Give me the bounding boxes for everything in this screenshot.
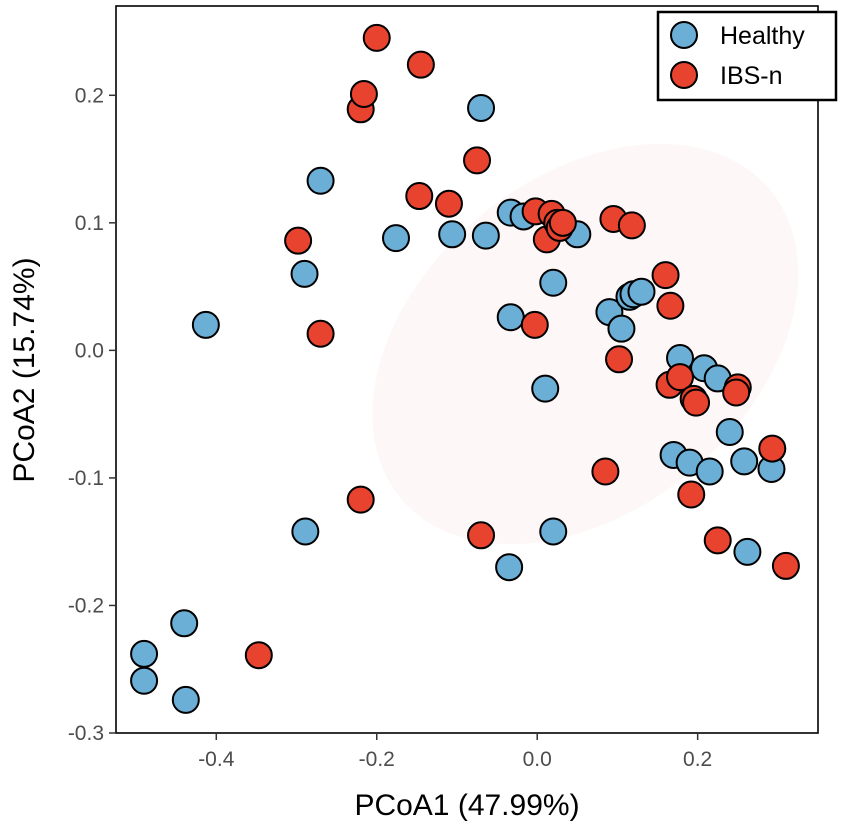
point-healthy [733, 537, 762, 566]
y-axis-title: PCoA2 (15.74%) [8, 257, 41, 482]
y-tick-label: 0.1 [75, 212, 104, 235]
point-healthy [496, 303, 525, 332]
y-tick-label: -0.3 [68, 722, 104, 745]
legend-key-healthy [670, 21, 698, 49]
data-points-layer [130, 23, 800, 714]
point-ibs-n [682, 388, 711, 417]
y-tick-label: -0.1 [68, 467, 104, 490]
point-ibs-n [346, 485, 375, 514]
confidence-ellipse [372, 143, 799, 545]
point-healthy [130, 666, 159, 695]
point-ibs-n [758, 434, 787, 463]
point-healthy [438, 220, 467, 249]
point-ibs-n [406, 50, 435, 79]
point-healthy [381, 224, 410, 253]
point-ibs-n [605, 345, 634, 374]
point-healthy [695, 457, 724, 486]
point-ibs-n [548, 208, 577, 237]
point-ibs-n [722, 378, 751, 407]
point-healthy [130, 639, 159, 668]
point-ibs-n [591, 457, 620, 486]
point-ibs-n [520, 310, 549, 339]
y-tick-label: 0.2 [75, 84, 104, 107]
point-healthy [627, 277, 656, 306]
legend-label-ibs-n: IBS-n [720, 62, 783, 90]
point-ibs-n [306, 319, 335, 348]
point-ibs-n [617, 211, 646, 240]
legend-key-ibs-n [670, 61, 698, 89]
plot-panel-border [115, 5, 819, 734]
point-ibs-n [244, 641, 273, 670]
point-ibs-n [463, 146, 492, 175]
x-axis-title: PCoA1 (47.99%) [354, 789, 579, 822]
point-healthy [171, 685, 200, 714]
point-healthy [539, 517, 568, 546]
point-ibs-n [362, 23, 391, 52]
point-healthy [306, 166, 335, 195]
point-healthy [170, 609, 199, 638]
point-ibs-n [349, 80, 378, 109]
legend: Healthy IBS-n [656, 10, 838, 102]
point-healthy [291, 517, 320, 546]
x-tick-label: -0.4 [198, 748, 235, 771]
point-healthy [539, 268, 568, 297]
x-tick-label: -0.2 [359, 748, 395, 771]
point-ibs-n [651, 261, 680, 290]
point-healthy [467, 94, 496, 123]
point-ibs-n [434, 189, 463, 218]
point-healthy [191, 310, 220, 339]
point-ibs-n [666, 363, 695, 392]
point-healthy [471, 221, 500, 250]
point-healthy [290, 259, 319, 288]
y-tick-label: 0.0 [75, 339, 104, 362]
point-healthy [715, 417, 744, 446]
point-ibs-n [703, 526, 732, 555]
point-healthy [495, 553, 524, 582]
point-ibs-n [771, 551, 800, 580]
point-ibs-n [405, 182, 434, 211]
x-tick-label: 0.2 [683, 748, 712, 771]
confidence-ellipse-layer [372, 143, 799, 545]
point-ibs-n [677, 480, 706, 509]
legend-label-healthy: Healthy [720, 22, 805, 50]
point-ibs-n [284, 226, 313, 255]
y-tick-label: -0.2 [68, 594, 104, 617]
x-tick-label: 0.0 [523, 748, 552, 771]
point-healthy [607, 314, 636, 343]
point-ibs-n [656, 291, 685, 320]
axis-ticks-layer: -0.4 -0.2 0.0 0.2 -0.3 -0.2 -0.1 0.0 0.1 0.2 [68, 84, 712, 771]
point-ibs-n [467, 521, 496, 550]
point-healthy [730, 447, 759, 476]
point-healthy [531, 374, 560, 403]
